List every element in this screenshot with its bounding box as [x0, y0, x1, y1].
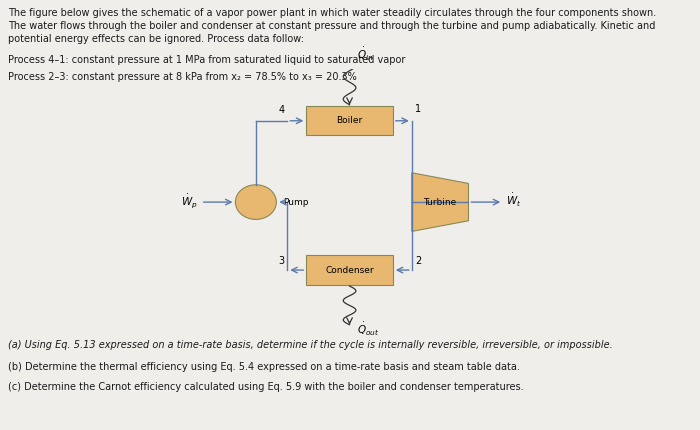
Text: Pump: Pump: [283, 198, 308, 206]
Text: Boiler: Boiler: [337, 116, 363, 125]
Circle shape: [235, 185, 276, 219]
Text: $\dot{W}_p$: $\dot{W}_p$: [181, 192, 197, 209]
FancyBboxPatch shape: [307, 106, 393, 135]
Text: $\dot{Q}_{out}$: $\dot{Q}_{out}$: [358, 321, 380, 338]
Text: (b) Determine the thermal efficiency using Eq. 5.4 expressed on a time-rate basi: (b) Determine the thermal efficiency usi…: [8, 362, 520, 372]
Text: The figure below gives the schematic of a vapor power plant in which water stead: The figure below gives the schematic of …: [8, 8, 657, 18]
Text: Process 2–3: constant pressure at 8 kPa from x₂ = 78.5% to x₃ = 20.3%: Process 2–3: constant pressure at 8 kPa …: [8, 72, 357, 82]
Polygon shape: [412, 173, 468, 231]
Text: Turbine: Turbine: [424, 198, 456, 206]
Text: $\dot{Q}_{in}$: $\dot{Q}_{in}$: [358, 46, 374, 64]
Text: Condenser: Condenser: [326, 266, 374, 275]
Text: 4: 4: [278, 105, 284, 115]
FancyBboxPatch shape: [307, 255, 393, 285]
Text: 2: 2: [415, 256, 421, 266]
Text: potential energy effects can be ignored. Process data follow:: potential energy effects can be ignored.…: [8, 34, 304, 44]
Text: Process 4–1: constant pressure at 1 MPa from saturated liquid to saturated vapor: Process 4–1: constant pressure at 1 MPa …: [8, 55, 405, 65]
Text: (c) Determine the Carnot efficiency calculated using Eq. 5.9 with the boiler and: (c) Determine the Carnot efficiency calc…: [8, 382, 524, 392]
Text: The water flows through the boiler and condenser at constant pressure and throug: The water flows through the boiler and c…: [8, 21, 655, 31]
Text: (a) Using Eq. 5.13 expressed on a time-rate basis, determine if the cycle is int: (a) Using Eq. 5.13 expressed on a time-r…: [8, 340, 612, 350]
Text: 1: 1: [415, 104, 421, 114]
Text: 3: 3: [278, 256, 284, 266]
Text: $\dot{W}_t$: $\dot{W}_t$: [506, 192, 522, 209]
